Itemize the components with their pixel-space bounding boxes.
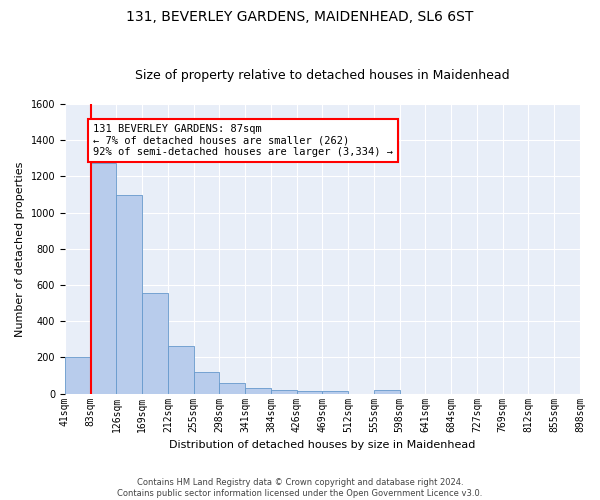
Bar — [142, 293, 168, 394]
Bar — [271, 390, 296, 394]
Bar — [296, 391, 322, 394]
Bar — [220, 384, 245, 394]
Bar — [116, 194, 142, 394]
Bar — [245, 388, 271, 394]
Bar — [374, 390, 400, 394]
X-axis label: Distribution of detached houses by size in Maidenhead: Distribution of detached houses by size … — [169, 440, 476, 450]
Text: 131, BEVERLEY GARDENS, MAIDENHEAD, SL6 6ST: 131, BEVERLEY GARDENS, MAIDENHEAD, SL6 6… — [127, 10, 473, 24]
Title: Size of property relative to detached houses in Maidenhead: Size of property relative to detached ho… — [135, 69, 510, 82]
Bar — [322, 391, 348, 394]
Bar — [168, 346, 194, 394]
Bar — [194, 372, 220, 394]
Bar — [65, 358, 91, 394]
Text: Contains HM Land Registry data © Crown copyright and database right 2024.
Contai: Contains HM Land Registry data © Crown c… — [118, 478, 482, 498]
Bar — [91, 163, 116, 394]
Y-axis label: Number of detached properties: Number of detached properties — [15, 161, 25, 336]
Text: 131 BEVERLEY GARDENS: 87sqm
← 7% of detached houses are smaller (262)
92% of sem: 131 BEVERLEY GARDENS: 87sqm ← 7% of deta… — [93, 124, 393, 157]
